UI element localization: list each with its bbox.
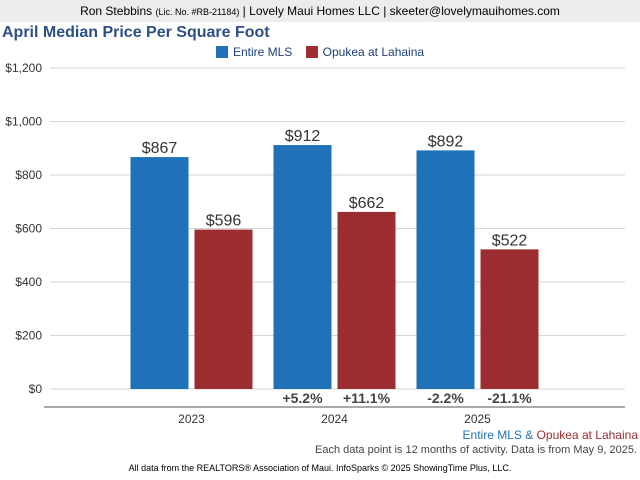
data-label: $522 — [492, 232, 528, 249]
email-link[interactable]: skeeter@lovelymauihomes.com — [389, 4, 560, 18]
legend-label: Opukea at Lahaina — [322, 45, 425, 59]
x-tick-label: 2023 — [178, 412, 205, 426]
data-label: $662 — [349, 195, 385, 212]
chart-legend: Entire MLS Opukea at Lahaina — [0, 45, 640, 61]
separator: | — [379, 4, 390, 18]
change-label: -21.1% — [487, 390, 532, 406]
legend-swatch — [215, 46, 228, 58]
bar-entire-mls — [416, 150, 475, 389]
company-name: Lovely Maui Homes LLC — [249, 4, 380, 18]
legend-label: Entire MLS — [232, 45, 293, 59]
series-note: Entire MLS & Opukea at Lahaina — [463, 428, 638, 442]
y-tick-label: $400 — [15, 275, 42, 289]
activity-note: Each data point is 12 months of activity… — [314, 444, 637, 456]
bar-opukea-at-lahaina — [194, 229, 253, 389]
license-number: (Lic. No. #RB-21184) — [155, 7, 240, 17]
x-tick-label: 2025 — [464, 412, 491, 426]
x-tick-label: 2024 — [321, 412, 348, 426]
note-amp: & — [521, 428, 537, 442]
header-bar: Ron Stebbins (Lic. No. #RB-21184) | Love… — [0, 0, 640, 22]
legend-item-opukea[interactable]: Opukea at Lahaina — [305, 45, 425, 59]
data-label: $912 — [285, 128, 321, 145]
y-tick-label: $1,200 — [5, 61, 42, 75]
legend-swatch — [305, 46, 318, 58]
agent-name: Ron Stebbins — [80, 4, 153, 18]
bar-chart: $0 $200 $400 $600 $800 $1,000 $1,200 2023 $867 $5… — [5, 61, 625, 426]
y-tick-label: $200 — [15, 329, 42, 343]
footer-credit: All data from the REALTORS® Association … — [128, 463, 512, 473]
y-tick-label: $0 — [29, 382, 43, 396]
separator: | — [239, 4, 250, 18]
legend-item-entire-mls[interactable]: Entire MLS — [215, 45, 293, 59]
change-label: +11.1% — [343, 390, 391, 406]
data-label: $867 — [142, 140, 178, 157]
bar-opukea-at-lahaina — [337, 211, 396, 389]
bar-entire-mls — [130, 157, 189, 389]
y-tick-label: $800 — [15, 168, 42, 182]
note-series-b: Opukea at Lahaina — [536, 428, 638, 442]
bar-opukea-at-lahaina — [480, 249, 539, 389]
y-tick-label: $1,000 — [5, 115, 42, 129]
data-label: $596 — [206, 213, 242, 230]
change-label: +5.2% — [282, 390, 323, 406]
y-tick-label: $600 — [15, 222, 42, 236]
chart-title: April Median Price Per Square Foot — [2, 24, 270, 41]
note-series-a: Entire MLS — [462, 428, 522, 442]
change-label: -2.2% — [427, 390, 464, 406]
bar-entire-mls — [273, 145, 332, 389]
data-label: $892 — [428, 133, 464, 150]
